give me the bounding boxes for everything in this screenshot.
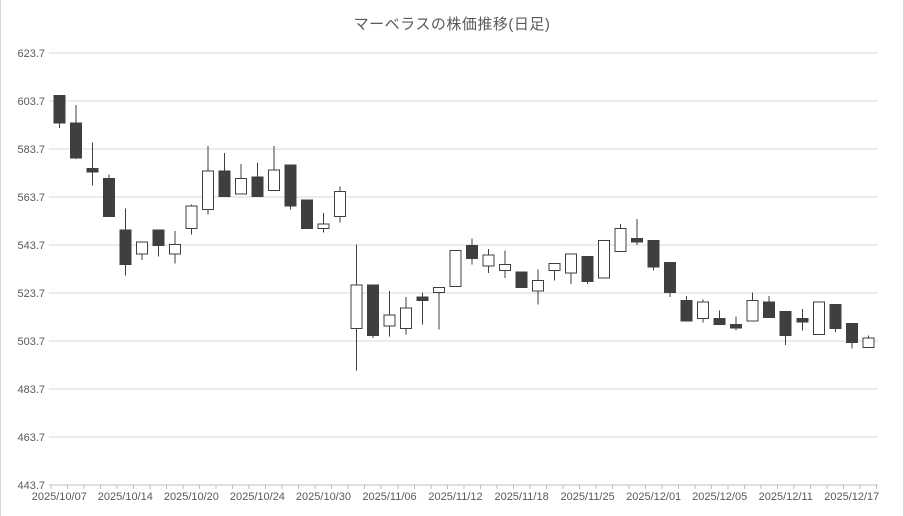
y-axis-label: 623.7 xyxy=(17,48,45,60)
candle-body-up xyxy=(565,253,578,274)
candle-body-down xyxy=(581,255,594,282)
candle-body-up xyxy=(185,205,198,230)
y-axis-label: 503.7 xyxy=(17,336,45,348)
candle-body-up xyxy=(350,284,363,329)
candle-body-up xyxy=(267,169,280,191)
candle-body-down xyxy=(730,324,743,329)
x-axis-label: 2025/11/06 xyxy=(362,491,416,503)
y-axis-label: 523.7 xyxy=(17,288,45,300)
y-axis-label: 483.7 xyxy=(17,384,45,396)
candle-body-down xyxy=(763,301,776,318)
candle-body-down xyxy=(152,229,165,246)
x-axis-label: 2025/11/12 xyxy=(428,491,482,503)
candle-body-up xyxy=(532,279,545,292)
x-axis-label: 2025/12/17 xyxy=(824,491,879,503)
candle-body-up xyxy=(201,170,214,210)
candle-body-up xyxy=(317,223,330,230)
candle-body-up xyxy=(168,243,181,255)
candle-body-down xyxy=(713,318,726,326)
candle-body-down xyxy=(416,296,429,302)
candle-body-down xyxy=(647,240,660,268)
x-axis-label: 2025/12/01 xyxy=(626,491,681,503)
candle-body-up xyxy=(697,301,710,320)
candle-body-down xyxy=(251,176,264,197)
x-axis-label: 2025/10/14 xyxy=(98,491,153,503)
candle-body-up xyxy=(746,300,759,322)
x-axis-label: 2025/10/24 xyxy=(230,491,285,503)
y-axis-label: 443.7 xyxy=(17,480,45,492)
candle-body-down xyxy=(796,318,809,323)
y-axis-label: 603.7 xyxy=(17,96,45,108)
candle-body-up xyxy=(598,240,611,279)
y-axis-label: 583.7 xyxy=(17,144,45,156)
candle-body-down xyxy=(366,284,379,336)
x-axis-label: 2025/12/05 xyxy=(692,491,747,503)
candle-body-down xyxy=(779,310,792,336)
candle-body-down xyxy=(829,303,842,329)
candle-body-up xyxy=(433,286,446,293)
candle-body-up xyxy=(548,262,561,272)
y-axis-label: 463.7 xyxy=(17,432,45,444)
candle-body-up xyxy=(449,249,462,287)
x-axis-label: 2025/12/11 xyxy=(759,491,813,503)
candle-body-down xyxy=(86,168,99,173)
candle-body-up xyxy=(400,307,413,329)
candle-body-down xyxy=(466,244,479,260)
candle-body-down xyxy=(284,164,297,207)
x-axis-label: 2025/11/25 xyxy=(560,491,614,503)
candle-body-down xyxy=(845,322,858,344)
chart-title: マーベラスの株価推移(日足) xyxy=(353,16,551,33)
x-axis-label: 2025/11/18 xyxy=(494,491,548,503)
candle-body-up xyxy=(614,228,627,252)
candle-body-up xyxy=(135,241,148,255)
candle-body-down xyxy=(69,122,82,159)
y-axis-label: 563.7 xyxy=(17,192,45,204)
candle-body-up xyxy=(383,314,396,327)
candle-body-down xyxy=(515,271,528,288)
x-axis-label: 2025/10/20 xyxy=(164,491,219,503)
candle-body-up xyxy=(862,337,875,348)
candle-body-up xyxy=(482,254,495,267)
candle-body-up xyxy=(812,301,825,335)
y-axis-label: 543.7 xyxy=(17,240,45,252)
candle-body-down xyxy=(102,177,115,218)
candle-body-down xyxy=(119,229,132,266)
candle-body-down xyxy=(631,237,644,243)
x-axis-label: 2025/10/07 xyxy=(32,491,87,503)
candle-body-down xyxy=(680,300,693,322)
candle-body-down xyxy=(300,199,313,230)
x-axis-label: 2025/10/30 xyxy=(296,491,351,503)
candle-body-down xyxy=(53,94,66,124)
candle-body-down xyxy=(664,261,677,293)
candle-body-up xyxy=(499,264,512,272)
candle-body-down xyxy=(218,170,231,197)
candle-body-up xyxy=(234,177,247,195)
candle-body-up xyxy=(333,190,346,218)
